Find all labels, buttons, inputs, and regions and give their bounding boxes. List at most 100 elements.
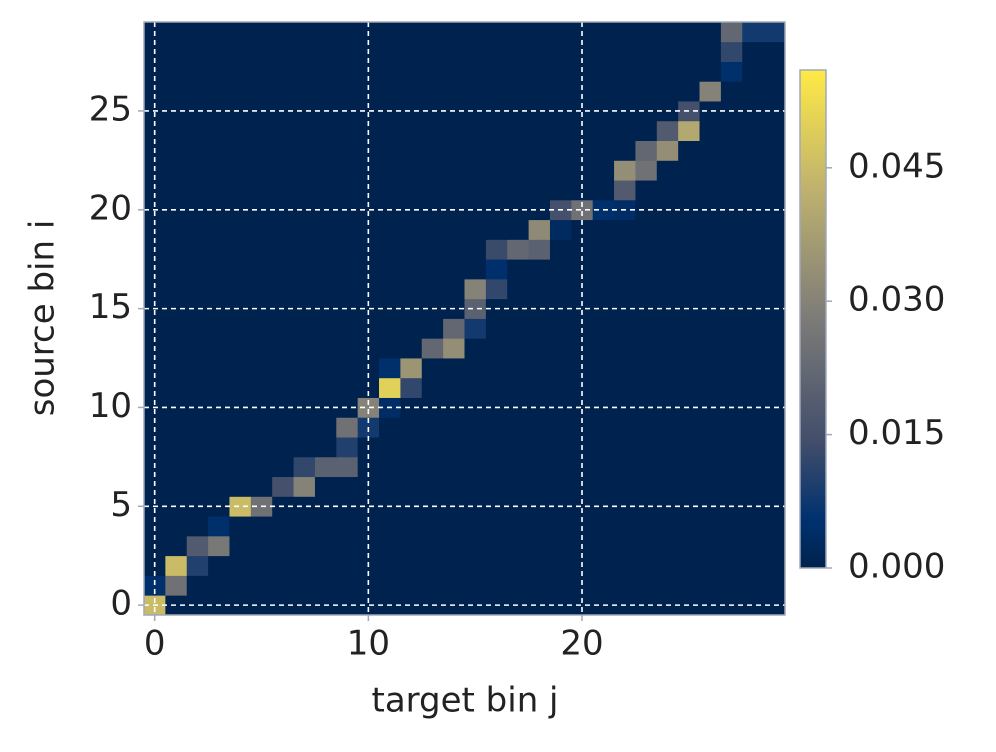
heat-cell [699,298,722,319]
heat-cell [336,61,359,82]
heat-cell [421,535,444,557]
heat-cell [293,555,316,576]
heat-cell [336,417,359,438]
y-tick-label: 15 [89,287,132,327]
heat-cell [720,338,743,359]
heat-cell [656,516,679,537]
heat-cell [208,318,230,339]
heat-cell [165,595,188,616]
heat-cell [678,101,700,122]
heat-cell [272,120,294,141]
heat-cell [443,338,465,359]
heat-cell [250,120,273,141]
heat-cell [229,555,252,576]
heat-cell [293,140,316,161]
heat-cell [699,259,722,280]
heat-cell [336,259,359,280]
heat-cell [549,358,572,379]
heat-cell [272,81,294,102]
heat-cell [293,456,316,478]
heat-cell [400,516,423,537]
heat-cell [229,239,252,260]
heat-cell [656,180,679,201]
heat-cell [464,239,487,260]
heat-cell [656,417,679,438]
heat-cell [379,41,401,62]
heat-cell [293,219,316,240]
y-tick-label: 0 [110,584,132,624]
heat-cell [357,180,380,201]
heat-cell [678,456,700,478]
heat-cell [635,535,658,557]
heat-cell [421,318,444,339]
heat-cell [250,239,273,260]
heat-cell [272,61,294,82]
heat-cell [528,397,551,418]
heat-cell [293,397,316,418]
heat-cell [443,575,465,596]
heat-cell [592,259,615,280]
heat-cell [720,239,743,260]
heat-cell [400,101,423,122]
heat-cell [742,180,765,201]
heat-cell [400,397,423,418]
heat-cell [549,338,572,359]
heat-cell [549,259,572,280]
heat-cell [485,278,508,300]
heat-cell [336,22,359,43]
heat-cell [699,476,722,497]
y-tick-label: 10 [89,386,132,426]
heat-cell [549,140,572,161]
heat-cell [250,81,273,102]
heat-cell [614,417,636,438]
heat-cell [592,476,615,497]
heat-cell [314,61,337,82]
heat-cell [208,516,230,537]
heat-cell [699,318,722,339]
heat-cell [592,61,615,82]
heat-cell [208,437,230,458]
heat-cell [528,318,551,339]
heat-cell [614,555,636,576]
heat-cell [421,377,444,398]
heat-cell [742,555,765,576]
heat-cell [186,239,209,260]
heat-cell [635,575,658,596]
heat-cell [443,61,465,82]
heat-cell [357,101,380,122]
heat-cell [165,259,188,280]
heat-cell [656,219,679,240]
heat-cell [336,239,359,260]
heat-cell [678,180,700,201]
heat-cell [635,298,658,319]
heat-cell [400,555,423,576]
heat-cell [293,318,316,339]
heat-cell [336,120,359,141]
heat-cell [421,22,444,43]
heat-cell [464,338,487,359]
heat-cell [229,61,252,82]
heat-cell [443,437,465,458]
heat-cell [464,101,487,122]
heat-cell [528,199,551,221]
heat-cell [549,22,572,43]
heat-cell [614,278,636,300]
heat-cell [250,476,273,497]
heat-cell [336,397,359,418]
heat-cell [186,278,209,300]
heat-cell [314,219,337,240]
heat-cell [250,259,273,280]
heat-cell [763,61,786,82]
heat-cell [379,456,401,478]
heat-cell [379,516,401,537]
heat-cell [357,377,380,398]
heat-cell [528,101,551,122]
heat-cell [635,397,658,418]
heat-cell [485,456,508,478]
heat-cell [229,41,252,62]
heat-cell [656,41,679,62]
heat-cell [485,140,508,161]
heat-cell [464,377,487,398]
heat-cell [208,61,230,82]
heat-cell [635,516,658,537]
